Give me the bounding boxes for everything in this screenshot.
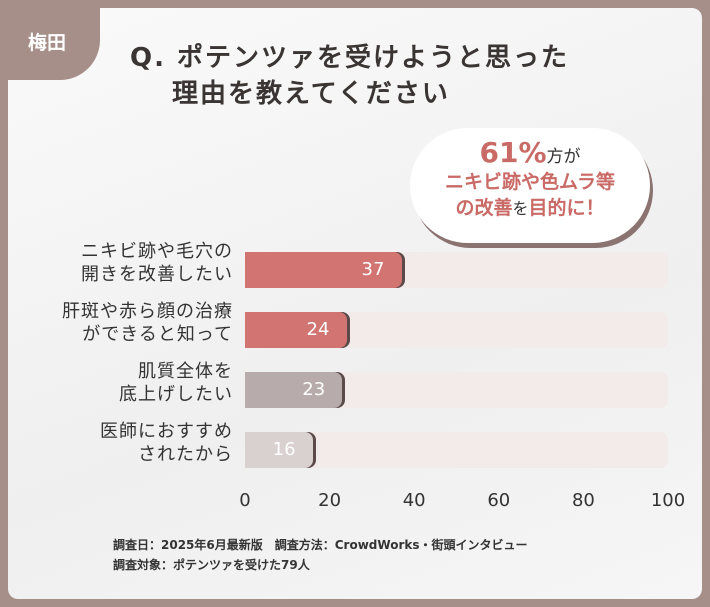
data-label: 23 [302,379,326,400]
bar [245,312,347,348]
category-label: ニキビ跡や毛穴の 開きを改善したい [81,241,233,285]
footer-line1: 調査日：2025年6月最新版 調査方法：CrowdWorks・街頭インタビュー [113,538,528,552]
data-label: 16 [272,439,296,460]
x-tick-label: 20 [318,490,342,511]
question-title: Q. ポテンツァを受けようと思った 理由を教えてください [130,43,570,109]
category-label: 医師におすすめ されたから [100,421,233,465]
footer-line2: 調査対象：ポテンツァを受けた79人 [113,558,310,572]
bar [245,432,313,468]
bar [245,372,343,408]
data-label: 24 [306,319,330,340]
x-tick-label: 40 [402,490,426,511]
bar [245,252,402,288]
category-label: 肝斑や赤ら顔の治療 ができると知って [62,301,233,345]
callout-bubble: 61%方が ニキビ跡や色ムラ等 の改善を目的に！ [410,128,650,243]
x-tick-label: 80 [571,490,595,511]
x-tick-label: 100 [650,490,686,511]
bar-track [245,432,668,468]
data-label: 37 [361,259,385,280]
x-tick-label: 60 [487,490,511,511]
card: 梅田 [8,8,702,599]
x-tick-label: 0 [239,490,251,511]
category-label: 肌質全体を 底上げしたい [119,361,233,405]
location-tag: 梅田 [8,8,100,80]
